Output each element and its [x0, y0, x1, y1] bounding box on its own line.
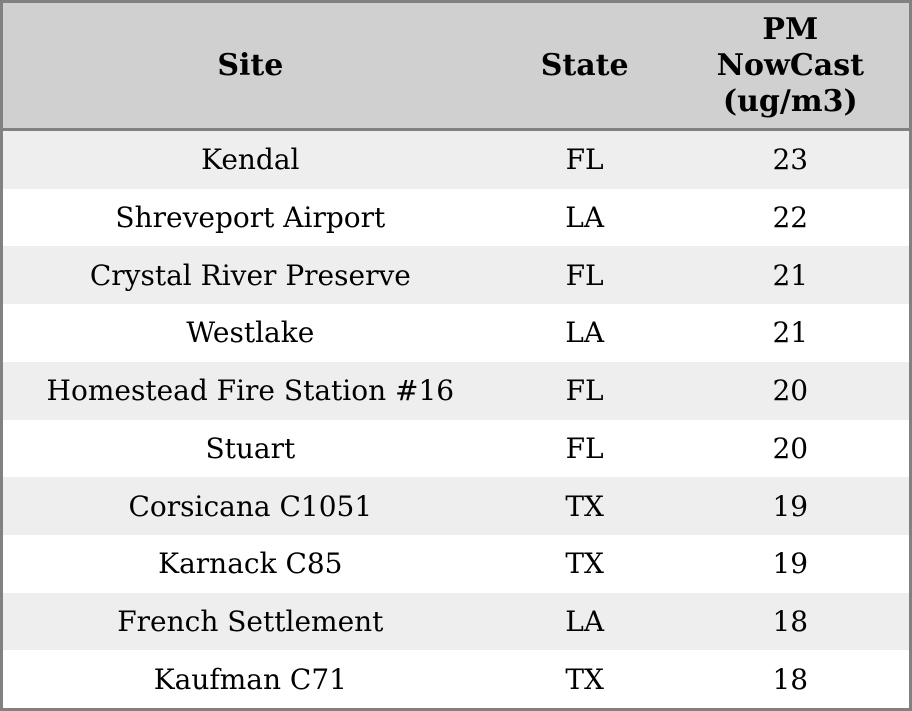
pm-value-cell: 21 — [772, 258, 809, 292]
table-row-shreveport-airport: Shreveport Airport LA 22 — [3, 188, 909, 247]
site-cell: Corsicana C1051 — [128, 489, 373, 523]
table-row-homestead-fire-station-16: Homestead Fire Station #16 FL 20 — [3, 361, 909, 420]
site-cell: French Settlement — [117, 604, 384, 638]
table-row-french-settlement: French Settlement LA 18 — [3, 592, 909, 651]
table-row-corsicana-c1051: Corsicana C1051 TX 19 — [3, 477, 909, 535]
site-cell: Westlake — [186, 316, 315, 350]
table-row-westlake: Westlake LA 21 — [3, 304, 909, 362]
table-header-row: Site State PM NowCast (ug/m3) — [3, 3, 909, 131]
state-cell: LA — [565, 316, 605, 350]
pm-value-cell: 21 — [772, 316, 809, 350]
pm-value-cell: 19 — [772, 547, 809, 581]
state-cell: FL — [565, 258, 604, 292]
pm-value-cell: 18 — [772, 662, 809, 696]
table-row-stuart: Stuart FL 20 — [3, 419, 909, 478]
pm-value-cell: 23 — [772, 143, 809, 177]
table-row-kaufman-c71: Kaufman C71 TX 18 — [3, 650, 909, 709]
column-header-state: State — [540, 47, 629, 83]
pm-value-cell: 18 — [772, 604, 809, 638]
state-cell: FL — [565, 374, 604, 408]
site-cell: Homestead Fire Station #16 — [46, 374, 455, 408]
state-cell: TX — [565, 489, 604, 523]
state-cell: TX — [565, 662, 604, 696]
site-cell: Kaufman C71 — [153, 662, 347, 696]
column-header-pm-nowcast: PM NowCast (ug/m3) — [716, 11, 864, 119]
table-row-karnack-c85: Karnack C85 TX 19 — [3, 534, 909, 593]
site-cell: Karnack C85 — [158, 547, 343, 581]
state-cell: FL — [565, 143, 604, 177]
pm-value-cell: 22 — [772, 201, 809, 235]
table-row-crystal-river-preserve: Crystal River Preserve FL 21 — [3, 246, 909, 305]
state-cell: LA — [565, 201, 605, 235]
site-cell: Crystal River Preserve — [89, 258, 411, 292]
pm-value-cell: 19 — [772, 489, 809, 523]
column-header-site: Site — [217, 47, 284, 83]
state-cell: LA — [565, 604, 605, 638]
site-cell: Stuart — [205, 431, 296, 465]
pm-value-cell: 20 — [772, 431, 809, 465]
site-cell: Kendal — [201, 143, 300, 177]
state-cell: TX — [565, 547, 604, 581]
site-cell: Shreveport Airport — [115, 201, 386, 235]
pm-value-cell: 20 — [772, 374, 809, 408]
table-row-kendal: Kendal FL 23 — [3, 131, 909, 189]
state-cell: FL — [565, 431, 604, 465]
